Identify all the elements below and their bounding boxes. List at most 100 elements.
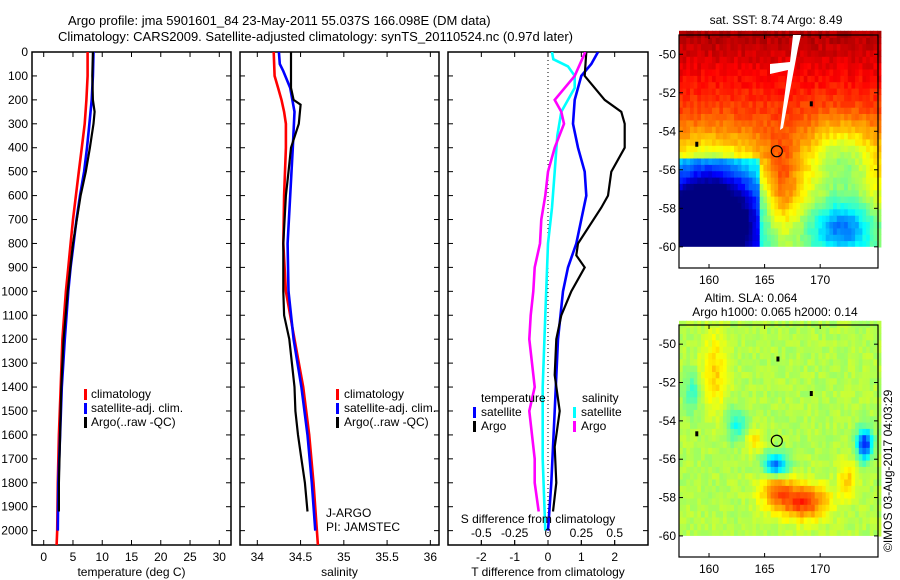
heatmap-cell [719, 215, 724, 222]
heatmap-cell [873, 189, 878, 197]
heatmap-cell [759, 30, 764, 38]
heatmap-cell [734, 403, 739, 410]
heatmap-cell [785, 529, 790, 537]
heatmap-cell [781, 339, 786, 347]
heatmap-cell [697, 75, 702, 83]
heatmap-cell [752, 320, 757, 328]
heatmap-cell [763, 126, 768, 134]
heatmap-cell [712, 491, 717, 499]
heatmap-cell [741, 215, 746, 222]
heatmap-cell [682, 234, 687, 242]
heatmap-cell [745, 208, 750, 216]
heatmap-cell [877, 441, 882, 448]
heatmap-cell [829, 529, 834, 537]
heatmap-cell [752, 113, 757, 121]
x-tick-label: 5 [70, 550, 77, 564]
heatmap-cell [855, 479, 860, 486]
heatmap-cell [829, 510, 834, 518]
heatmap-cell [833, 30, 838, 38]
heatmap-cell [836, 390, 842, 398]
heatmap-cell [807, 529, 812, 537]
heatmap-cell [719, 138, 724, 146]
heatmap-cell [734, 497, 739, 505]
heatmap-cell [796, 49, 801, 57]
heatmap-cell [730, 497, 735, 505]
heatmap-cell [693, 371, 698, 379]
heatmap-cell [869, 422, 875, 429]
heatmap-cell [737, 504, 742, 512]
heatmap-cell [697, 37, 702, 45]
heatmap-cell [814, 126, 819, 134]
heatmap-cell [814, 523, 819, 531]
heatmap-cell [778, 409, 783, 417]
heatmap-cell [869, 107, 875, 114]
heatmap-cell [737, 88, 742, 95]
heatmap-cell [752, 523, 757, 531]
heatmap-cell [789, 333, 794, 341]
heatmap-cell [752, 422, 757, 429]
heatmap-cell [796, 333, 801, 341]
heatmap-cell [741, 227, 746, 235]
heatmap-cell [752, 396, 757, 404]
heatmap-cell [877, 138, 882, 146]
heatmap-cell [844, 479, 849, 486]
map-y-tick-label: -50 [659, 337, 677, 351]
heatmap-cell [866, 523, 871, 531]
heatmap-cell [690, 460, 695, 467]
heatmap-cell [778, 447, 783, 455]
heatmap-cell [836, 145, 842, 153]
heatmap-cell [811, 460, 816, 467]
heatmap-cell [748, 170, 753, 178]
heatmap-cell [792, 415, 797, 423]
heatmap-cell [869, 466, 875, 474]
heatmap-cell [730, 352, 735, 360]
heatmap-cell [726, 227, 731, 235]
heatmap-cell [719, 126, 724, 134]
heatmap-cell [811, 138, 816, 146]
heatmap-cell [800, 113, 805, 121]
salinity-series-climatology [272, 52, 320, 545]
heatmap-cell [822, 37, 827, 45]
heatmap-cell [877, 240, 882, 248]
heatmap-cell [734, 49, 739, 57]
heatmap-cell [697, 327, 702, 334]
heatmap-cell [818, 119, 823, 127]
heatmap-cell [822, 384, 827, 391]
heatmap-cell [836, 409, 842, 417]
heatmap-cell [829, 189, 834, 197]
heatmap-cell [792, 126, 797, 134]
heatmap-cell [767, 49, 772, 57]
heatmap-cell [726, 460, 731, 467]
heatmap-cell [737, 485, 742, 493]
heatmap-cell [690, 497, 695, 505]
heatmap-cell [862, 113, 867, 121]
heatmap-cell [811, 422, 816, 429]
heatmap-cell [723, 346, 728, 353]
heatmap-cell [745, 37, 750, 45]
heatmap-cell [734, 62, 739, 70]
heatmap-cell [822, 466, 827, 474]
heatmap-cell [833, 202, 838, 210]
heatmap-cell [756, 460, 761, 467]
map-y-tick-label: -56 [659, 163, 677, 177]
heatmap-cell [792, 30, 797, 38]
heatmap-cell [862, 339, 867, 347]
heatmap-cell [697, 107, 702, 114]
heatmap-cell [851, 221, 856, 229]
heatmap-cell [708, 460, 713, 467]
heatmap-cell [829, 176, 834, 184]
heatmap-cell [730, 132, 735, 140]
heatmap-cell [693, 62, 698, 70]
heatmap-cell [679, 422, 684, 429]
heatmap-cell [873, 157, 878, 165]
heatmap-cell [686, 409, 691, 417]
heatmap-cell [745, 352, 750, 360]
heatmap-cell [701, 479, 706, 486]
heatmap-cell [752, 88, 757, 95]
heatmap-cell [726, 37, 731, 45]
heatmap-cell [693, 215, 698, 222]
heatmap-cell [690, 516, 695, 524]
heatmap-cell [726, 516, 731, 524]
heatmap-cell [877, 132, 882, 140]
heatmap-cell [800, 371, 805, 379]
